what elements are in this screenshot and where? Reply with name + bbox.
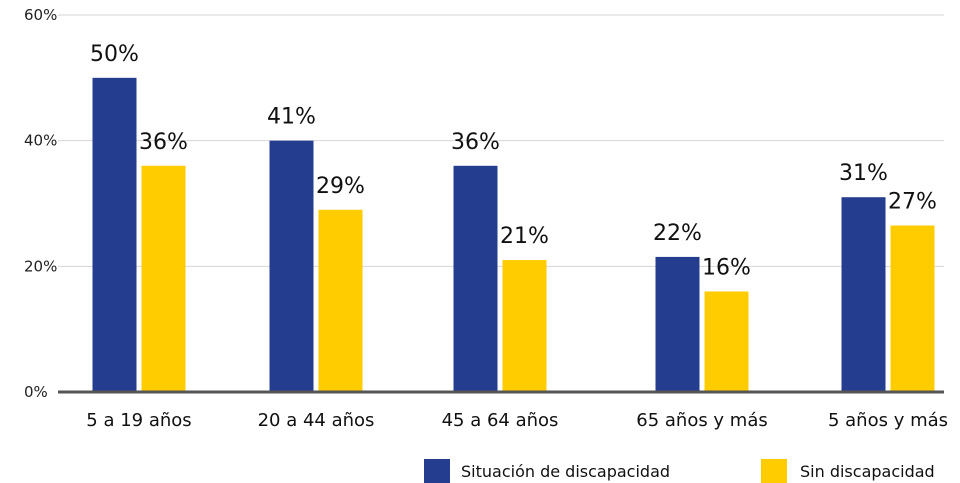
- bar-sin-4: [890, 225, 935, 392]
- x-tick-label: 65 años y más: [636, 410, 768, 431]
- x-tick-label: 20 a 44 años: [258, 410, 375, 431]
- x-tick-label: 45 a 64 años: [442, 410, 559, 431]
- y-tick-label: 20%: [24, 257, 57, 275]
- data-label: 16%: [702, 255, 751, 280]
- data-label: 41%: [267, 105, 316, 130]
- data-label: 27%: [888, 189, 937, 214]
- data-label: 31%: [839, 161, 888, 186]
- data-label: 36%: [139, 130, 188, 155]
- legend: Situación de discapacidad Sin discapacida…: [424, 459, 935, 483]
- legend-label: Sin discapacidad: [800, 462, 935, 481]
- data-label: 36%: [451, 130, 500, 155]
- bar-sin-1: [318, 209, 363, 392]
- data-label: 50%: [90, 42, 139, 67]
- data-label: 22%: [653, 221, 702, 246]
- data-label: 29%: [316, 174, 365, 199]
- bar-situacion-2: [453, 165, 498, 392]
- legend-item: Situación de discapacidad: [424, 459, 670, 483]
- legend-item: Sin discapacidad: [761, 459, 935, 483]
- x-tick-label: 5 años y más: [828, 410, 948, 431]
- bar-sin-0: [141, 165, 186, 392]
- y-tick-label: 40%: [24, 132, 57, 150]
- y-tick-label: 0%: [24, 383, 48, 401]
- bar-situacion-4: [841, 197, 886, 392]
- data-label: 21%: [500, 224, 549, 249]
- x-axis-categories: 5 a 19 años 20 a 44 años 45 a 64 años 65 añ…: [86, 410, 948, 431]
- bar-sin-2: [502, 260, 547, 392]
- y-axis: 0% 20% 40% 60%: [24, 6, 57, 401]
- bars: 50% 36% 41% 29% 36% 21% 22%16% 31%27%: [90, 42, 937, 392]
- gridlines: [58, 14, 944, 267]
- legend-label: Situación de discapacidad: [461, 462, 670, 481]
- bar-situacion-0: [92, 77, 137, 392]
- bar-situacion-3: [655, 256, 700, 392]
- bar-situacion-1: [269, 140, 314, 392]
- x-tick-label: 5 a 19 años: [86, 410, 191, 431]
- legend-swatch: [761, 459, 787, 483]
- legend-swatch: [424, 459, 450, 483]
- bar-sin-3: [704, 291, 749, 392]
- y-tick-label: 60%: [24, 6, 57, 24]
